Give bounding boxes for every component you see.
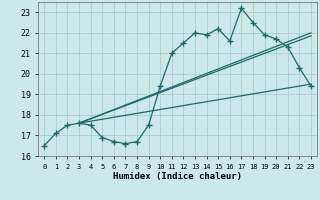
X-axis label: Humidex (Indice chaleur): Humidex (Indice chaleur) xyxy=(113,172,242,181)
